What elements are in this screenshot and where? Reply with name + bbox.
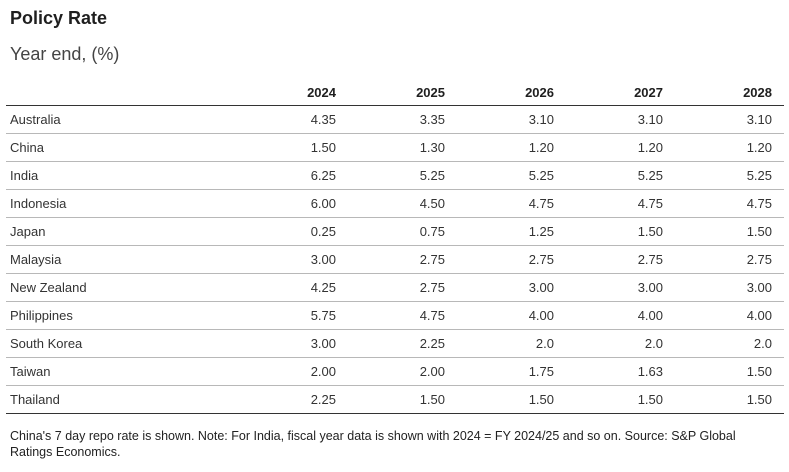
value-cell: 3.10: [566, 105, 675, 134]
value-cell: 1.50: [457, 385, 566, 414]
country-cell: Philippines: [6, 301, 239, 330]
value-cell: 5.25: [675, 161, 784, 190]
page-title: Policy Rate: [10, 8, 108, 28]
value-cell: 4.75: [675, 189, 784, 218]
country-cell: New Zealand: [6, 273, 239, 302]
column-header-2026: 2026: [457, 80, 566, 106]
value-cell: 2.75: [675, 245, 784, 274]
value-cell: 3.10: [457, 105, 566, 134]
value-cell: 2.0: [675, 329, 784, 358]
source-note: China's 7 day repo rate is shown. Note: …: [10, 429, 736, 459]
value-cell: 3.00: [457, 273, 566, 302]
value-cell: 1.50: [675, 217, 784, 246]
country-cell: Malaysia: [6, 245, 239, 274]
value-cell: 1.30: [348, 133, 457, 162]
value-cell: 2.25: [239, 385, 348, 414]
value-cell: 1.50: [675, 357, 784, 386]
value-cell: 1.50: [239, 133, 348, 162]
table-row: Philippines 5.75 4.75 4.00 4.00 4.00: [6, 301, 784, 330]
value-cell: 0.75: [348, 217, 457, 246]
table-row: New Zealand 4.25 2.75 3.00 3.00 3.00: [6, 273, 784, 302]
value-cell: 3.10: [675, 105, 784, 134]
value-cell: 2.25: [348, 329, 457, 358]
value-cell: 2.75: [348, 273, 457, 302]
value-cell: 3.35: [348, 105, 457, 134]
table-row: India 6.25 5.25 5.25 5.25 5.25: [6, 161, 784, 190]
column-header-2028: 2028: [675, 80, 784, 106]
value-cell: 1.50: [348, 385, 457, 414]
value-cell: 1.20: [566, 133, 675, 162]
country-column-header: [6, 80, 239, 106]
value-cell: 5.25: [566, 161, 675, 190]
value-cell: 4.75: [566, 189, 675, 218]
value-cell: 4.75: [457, 189, 566, 218]
table-row: Thailand 2.25 1.50 1.50 1.50 1.50: [6, 385, 784, 414]
country-cell: Indonesia: [6, 189, 239, 218]
value-cell: 4.00: [457, 301, 566, 330]
value-cell: 3.00: [239, 329, 348, 358]
value-cell: 2.0: [457, 329, 566, 358]
value-cell: 1.50: [566, 217, 675, 246]
country-cell: Australia: [6, 105, 239, 134]
value-cell: 4.25: [239, 273, 348, 302]
value-cell: 6.25: [239, 161, 348, 190]
policy-rate-table: 2024 2025 2026 2027 2028 Australia 4.35 …: [6, 80, 784, 414]
value-cell: 1.63: [566, 357, 675, 386]
country-cell: Thailand: [6, 385, 239, 414]
value-cell: 1.20: [675, 133, 784, 162]
value-cell: 2.0: [566, 329, 675, 358]
value-cell: 6.00: [239, 189, 348, 218]
value-cell: 2.00: [239, 357, 348, 386]
table-row: Japan 0.25 0.75 1.25 1.50 1.50: [6, 217, 784, 246]
column-header-2025: 2025: [348, 80, 457, 106]
table-row: China 1.50 1.30 1.20 1.20 1.20: [6, 133, 784, 162]
value-cell: 4.00: [675, 301, 784, 330]
country-cell: South Korea: [6, 329, 239, 358]
value-cell: 5.25: [348, 161, 457, 190]
value-cell: 2.00: [348, 357, 457, 386]
country-cell: Taiwan: [6, 357, 239, 386]
value-cell: 0.25: [239, 217, 348, 246]
value-cell: 3.00: [566, 273, 675, 302]
value-cell: 3.00: [239, 245, 348, 274]
value-cell: 1.25: [457, 217, 566, 246]
value-cell: 3.00: [675, 273, 784, 302]
table-row: Taiwan 2.00 2.00 1.75 1.63 1.50: [6, 357, 784, 386]
value-cell: 2.75: [566, 245, 675, 274]
page-subtitle: Year end, (%): [10, 44, 120, 64]
value-cell: 5.25: [457, 161, 566, 190]
country-cell: China: [6, 133, 239, 162]
value-cell: 5.75: [239, 301, 348, 330]
table-row: Indonesia 6.00 4.50 4.75 4.75 4.75: [6, 189, 784, 218]
country-cell: India: [6, 161, 239, 190]
table-row: Australia 4.35 3.35 3.10 3.10 3.10: [6, 105, 784, 134]
value-cell: 1.75: [457, 357, 566, 386]
column-header-2024: 2024: [239, 80, 348, 106]
value-cell: 4.00: [566, 301, 675, 330]
value-cell: 4.35: [239, 105, 348, 134]
value-cell: 2.75: [457, 245, 566, 274]
table-row: South Korea 3.00 2.25 2.0 2.0 2.0: [6, 329, 784, 358]
table-header-row: 2024 2025 2026 2027 2028: [6, 80, 784, 106]
column-header-2027: 2027: [566, 80, 675, 106]
value-cell: 4.75: [348, 301, 457, 330]
value-cell: 1.20: [457, 133, 566, 162]
country-cell: Japan: [6, 217, 239, 246]
value-cell: 4.50: [348, 189, 457, 218]
value-cell: 2.75: [348, 245, 457, 274]
value-cell: 1.50: [566, 385, 675, 414]
value-cell: 1.50: [675, 385, 784, 414]
table-row: Malaysia 3.00 2.75 2.75 2.75 2.75: [6, 245, 784, 274]
